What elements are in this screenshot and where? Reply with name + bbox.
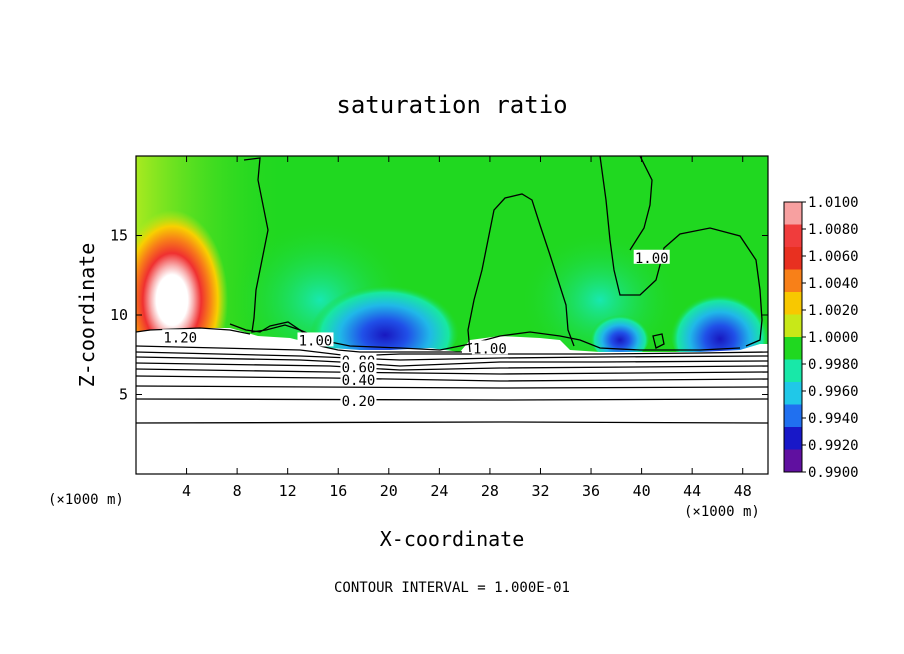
x-tick-label: 44: [683, 482, 701, 500]
contour-0-60: [136, 362, 768, 371]
y-tick-label: 15: [110, 227, 128, 245]
x-tick-label: 4: [182, 482, 191, 500]
colorbar-label: 0.9920: [808, 438, 859, 454]
colorbar-band: [784, 247, 802, 270]
saturation-field: [136, 156, 768, 474]
x-tick-label: 24: [430, 482, 448, 500]
contour-label-bg: [297, 332, 334, 347]
x-tick-label: 28: [481, 482, 499, 500]
colorbar-band: [784, 337, 802, 360]
x-unit-left: (×1000 m): [48, 492, 124, 508]
contour-label-bg: [162, 329, 199, 344]
field-lower-region: [136, 328, 768, 474]
contour-interval-note: CONTOUR INTERVAL = 1.000E-01: [334, 580, 570, 596]
colorbar-band: [784, 314, 802, 338]
chart-title: saturation ratio: [336, 91, 567, 119]
contour-label-bg: [340, 372, 377, 387]
colorbar-band: [784, 292, 802, 315]
colorbar-label: 1.0040: [808, 276, 859, 292]
contour-label-bg: [340, 392, 377, 407]
contour-0-30: [136, 385, 768, 389]
contour-0-50: [136, 368, 768, 375]
x-tick-label: 36: [582, 482, 600, 500]
contour-label: 0.40: [342, 373, 376, 389]
contour-label-bg: [340, 359, 377, 374]
x-tick-label: 8: [233, 482, 242, 500]
contour-1-10: [229, 321, 741, 351]
colorbar-label: 0.9900: [808, 465, 859, 481]
y-axis-label: Z-coordinate: [75, 243, 99, 388]
x-axis-label: X-coordinate: [380, 527, 525, 551]
colorbar-label: 0.9980: [808, 357, 859, 373]
colorbar-band: [784, 382, 802, 405]
colorbar-band: [784, 202, 802, 225]
colorbar-band: [784, 427, 802, 450]
contour-0-90: [136, 345, 768, 357]
contour-label-bg: [471, 340, 508, 355]
contour-1-20: [136, 327, 251, 335]
colorbar-band: [784, 224, 802, 248]
contour-1-00-right: [599, 156, 763, 347]
colorbar-band: [784, 359, 802, 383]
contour-0-10: [136, 421, 768, 424]
contour-0-70: [136, 356, 768, 367]
contour-1-00-left: [243, 157, 462, 353]
colorbar-label: 1.0020: [808, 303, 859, 319]
contour-label: 1.00: [473, 341, 507, 357]
field-blue-region-3: [590, 310, 650, 360]
x-tick-label: 16: [329, 482, 347, 500]
x-tick-label: 40: [633, 482, 651, 500]
contour-small-loop: [652, 333, 665, 349]
x-unit-right: (×1000 m): [684, 504, 760, 520]
colorbar-band: [784, 269, 802, 293]
contour-0-20: [136, 398, 768, 401]
contour-1-00-right-inner: [629, 156, 653, 251]
colorbar-label: 0.9940: [808, 411, 859, 427]
x-tick-label: 32: [531, 482, 549, 500]
y-axis-ticks: 5 10 15: [110, 227, 768, 404]
colorbar-band: [784, 449, 802, 473]
x-tick-label: 12: [279, 482, 297, 500]
contour-label: 1.20: [163, 330, 197, 346]
colorbar-label: 0.9960: [808, 384, 859, 400]
colorbar-label: 1.0100: [808, 195, 859, 211]
contour-lines: [136, 156, 768, 424]
colorbar-label: 1.0000: [808, 330, 859, 346]
contour-label: 1.00: [299, 333, 333, 349]
colorbar-label: 1.0060: [808, 249, 859, 265]
contour-0-40: [136, 375, 768, 382]
x-tick-label: 20: [380, 482, 398, 500]
y-tick-label: 10: [110, 306, 128, 324]
y-tick-label: 5: [119, 386, 128, 404]
colorbar-band: [784, 404, 802, 428]
x-tick-label: 48: [734, 482, 752, 500]
contour-1-00-middle: [467, 193, 575, 353]
contour-label: 1.00: [635, 251, 669, 267]
contour-label-group: 1.201.000.800.600.400.201.001.00: [162, 249, 670, 410]
contour-label: 0.20: [342, 394, 376, 410]
contour-0-80: [136, 351, 768, 361]
colorbar: 1.0100 1.0080 1.0060 1.0040 1.0020 1.0000 0.99…: [783, 195, 859, 481]
contour-label-bg: [633, 249, 670, 264]
colorbar-label: 1.0080: [808, 222, 859, 238]
x-axis-ticks: 4 8 12 16 20 24 28 32 36 40 44 48: [182, 156, 752, 500]
